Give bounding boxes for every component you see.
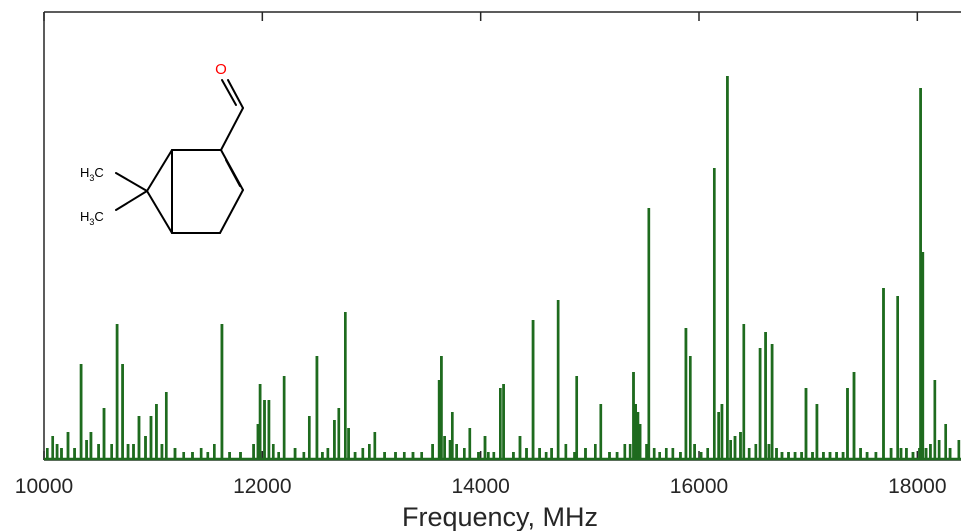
molecule-bonds [115,79,244,234]
x-tick-label-16000: 16000 [670,475,728,498]
methyl-group-label-bottom: H3C [80,209,104,227]
methyl-group-label-top: H3C [80,165,104,183]
x-axis-ticks: 10000 12000 14000 16000 18000 [15,12,947,498]
x-tick-label-10000: 10000 [15,475,73,498]
molecule-structure: O H3C H3C [80,61,244,234]
oxygen-atom-label: O [215,61,227,78]
x-axis-label: Frequency, MHz [402,502,598,531]
x-tick-label-12000: 12000 [233,475,291,498]
spectrum-series [44,76,961,461]
x-tick-label-18000: 18000 [888,475,946,498]
x-tick-label-14000: 14000 [451,475,509,498]
